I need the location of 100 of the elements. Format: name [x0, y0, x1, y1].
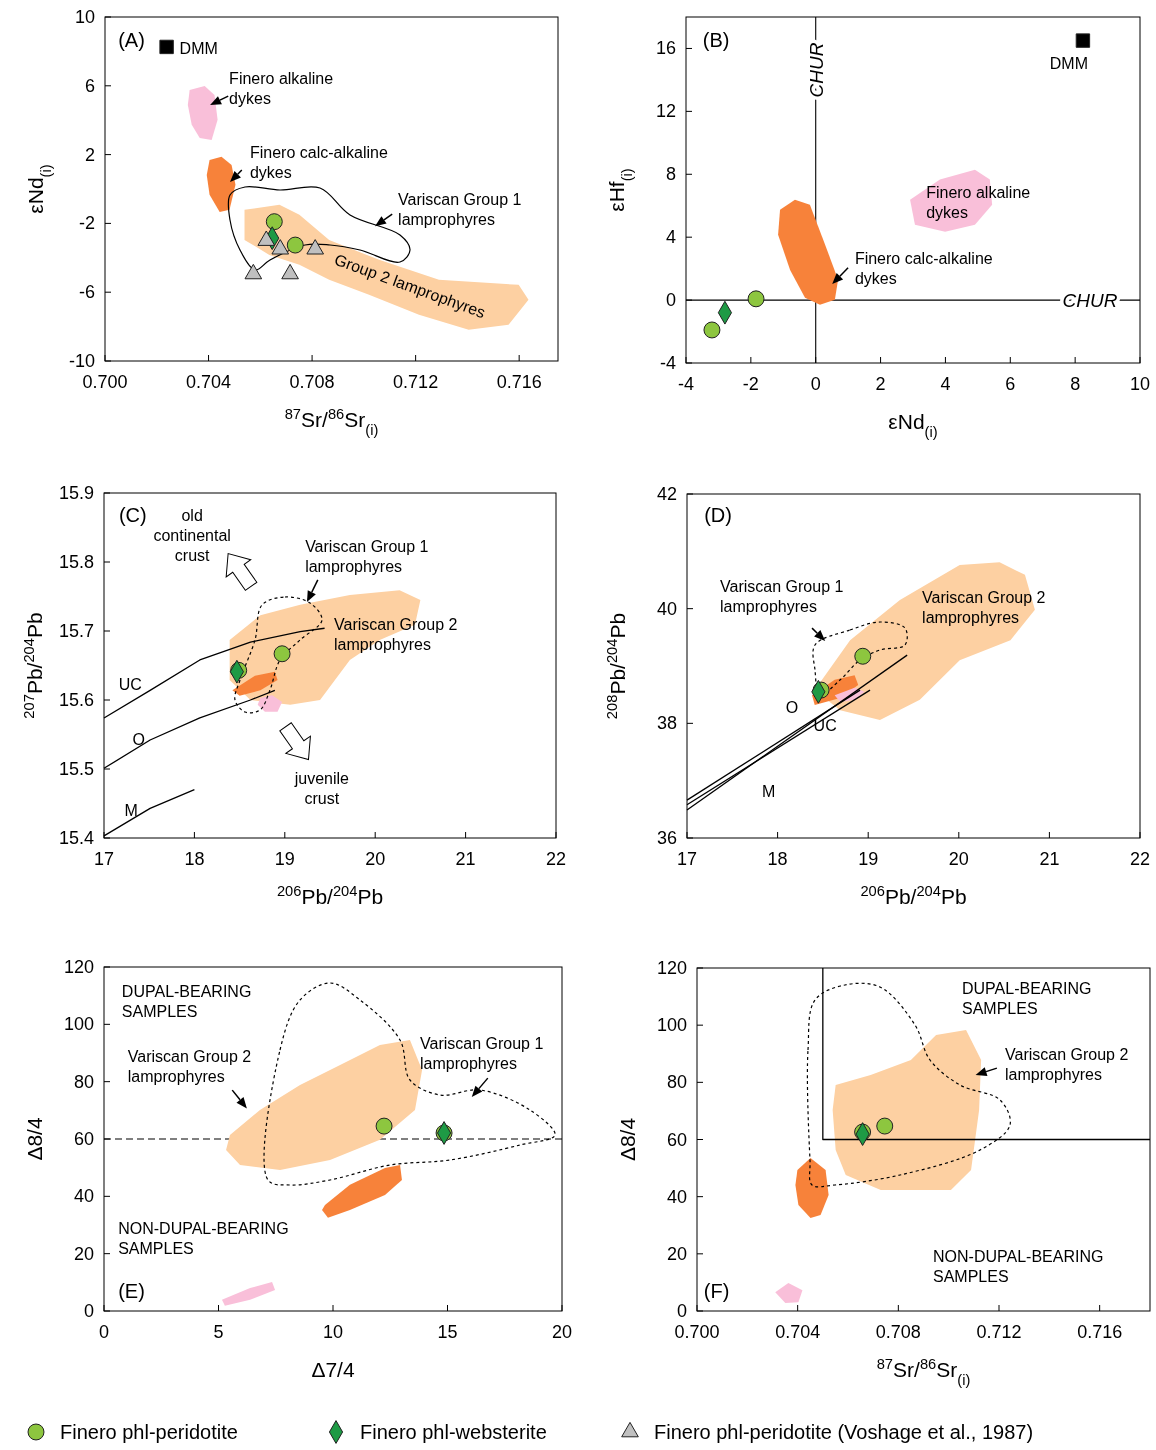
series-label: M — [761, 782, 776, 800]
x-tick-label: 19 — [858, 849, 879, 869]
x-tick-label: 0.700 — [82, 372, 128, 392]
y-tick-label: 2 — [84, 144, 95, 165]
x-tick-label: 21 — [1039, 849, 1060, 869]
x-tick-label: 0.704 — [775, 1322, 821, 1342]
annotation: old continental crust — [153, 506, 231, 564]
y-tick-label: 60 — [73, 1129, 94, 1149]
x-tick-label: 18 — [767, 849, 788, 869]
annotation: DUPAL-BEARING SAMPLES — [121, 982, 252, 1020]
y-tick-label: 40 — [73, 1186, 94, 1207]
x-axis-title: $^{206}$Pb/$^{204}$Pb — [860, 883, 967, 908]
y-tick-label: 15.6 — [58, 690, 94, 710]
y-tick-label: 10 — [74, 7, 95, 27]
text: (F) — [703, 1279, 730, 1302]
annotation: Finero calc-alkaline dykes — [249, 144, 388, 182]
x-tick-label: 20 — [948, 849, 969, 869]
annotation: Variscan Group 2 lamprophyres — [127, 1047, 252, 1085]
annotation: NON-DUPAL-BEARING SAMPLES — [118, 1219, 289, 1257]
x-axis-title: Δ7/4 — [311, 1358, 355, 1381]
x-tick-label: 20 — [551, 1322, 573, 1342]
y-axis-title: Δ8/4 — [616, 1117, 639, 1162]
x-tick-label: 19 — [274, 849, 295, 869]
annotation: Variscan Group 1 lamprophyres — [398, 191, 522, 229]
x-tick-label: 0.704 — [186, 372, 232, 392]
x-axis-title: $^{87}$Sr/$^{86}$Sr$_{(i)}$ — [284, 406, 379, 438]
x-tick-label: -2 — [742, 374, 759, 394]
x-tick-label: 17 — [93, 849, 115, 869]
y-tick-label: 15.4 — [58, 828, 94, 848]
y-tick-label: 20 — [73, 1243, 94, 1264]
x-axis-title: $^{87}$Sr/$^{86}$Sr$_{(i)}$ — [876, 1356, 971, 1388]
y-tick-label: -2 — [78, 213, 95, 234]
annotation: DMM — [1049, 54, 1089, 72]
annotation: Finero alkaline dykes — [926, 183, 1031, 221]
x-tick-label: 10 — [322, 1322, 344, 1342]
series-label: M — [124, 801, 138, 819]
text: (E) — [118, 1279, 145, 1302]
x-tick-label: 0.716 — [496, 372, 542, 392]
x-tick-label: 15 — [437, 1322, 458, 1342]
y-tick-label: 60 — [666, 1129, 687, 1150]
y-tick-label: 15.9 — [58, 483, 94, 503]
y-tick-label: 0 — [665, 290, 676, 311]
y-tick-label: 42 — [656, 484, 677, 504]
x-tick-label: 2 — [875, 374, 886, 394]
y-tick-label: 0 — [676, 1301, 687, 1321]
y-tick-label: 120 — [63, 957, 94, 977]
x-tick-label: 20 — [365, 849, 386, 869]
legend-label: Finero phl-peridotite (Voshage et al., 1987) — [654, 1421, 1034, 1443]
y-tick-label: -6 — [78, 282, 95, 303]
y-tick-label: 8 — [665, 164, 676, 185]
legend-label: Finero phl-websterite — [360, 1421, 547, 1443]
series-label: UC — [118, 675, 142, 693]
x-tick-label: 0.708 — [289, 372, 335, 392]
y-tick-label: 40 — [656, 598, 677, 619]
ref-line-label: CHUR — [805, 42, 827, 98]
y-tick-label: 0 — [83, 1301, 94, 1321]
y-tick-label: 100 — [63, 1014, 94, 1035]
text: (C) — [118, 503, 147, 526]
x-tick-label: 0.716 — [1077, 1322, 1123, 1342]
annotation: DMM — [179, 39, 218, 57]
x-tick-label: 0 — [98, 1322, 110, 1342]
series-label: O — [132, 731, 146, 749]
annotation: Variscan Group 1 lamprophyres — [720, 578, 844, 616]
y-tick-label: 6 — [84, 75, 95, 96]
annotation: Finero alkaline dykes — [229, 70, 334, 108]
y-tick-label: 16 — [655, 38, 676, 59]
annotation: DUPAL-BEARING SAMPLES — [962, 980, 1092, 1018]
text: (B) — [702, 29, 730, 52]
text: (A) — [118, 28, 145, 51]
y-tick-label: 38 — [656, 713, 677, 734]
x-tick-label: 5 — [213, 1322, 224, 1342]
annotation: Finero calc-alkaline dykes — [854, 250, 993, 288]
x-axis-title: $^{206}$Pb/$^{204}$Pb — [276, 883, 384, 908]
y-tick-label: 15.7 — [58, 621, 94, 641]
y-tick-label: 15.5 — [58, 759, 94, 779]
y-tick-label: 80 — [73, 1071, 94, 1092]
x-tick-label: 21 — [455, 849, 476, 869]
y-axis-title: Δ8/4 — [23, 1117, 46, 1161]
annotation: Variscan Group 2 lamprophyres — [334, 615, 458, 653]
x-tick-label: 18 — [184, 849, 205, 869]
x-tick-label: 0.700 — [674, 1322, 720, 1342]
x-tick-label: 8 — [1070, 374, 1081, 394]
legend-label: Finero phl-peridotite — [60, 1421, 238, 1443]
x-tick-label: 10 — [1129, 374, 1151, 394]
y-tick-label: 80 — [666, 1072, 687, 1093]
annotation: NON-DUPAL-BEARING SAMPLES — [933, 1247, 1104, 1285]
x-tick-label: 0.708 — [875, 1322, 921, 1342]
y-tick-label: 36 — [656, 828, 677, 848]
x-tick-label: 17 — [676, 849, 698, 869]
annotation: Variscan Group 2 lamprophyres — [1005, 1045, 1129, 1083]
series-label: O — [785, 699, 799, 717]
annotation: juvenile crust — [293, 769, 350, 807]
annotation: Variscan Group 1 lamprophyres — [420, 1034, 544, 1072]
series-label: UC — [813, 717, 837, 735]
x-tick-label: 6 — [1005, 374, 1016, 394]
x-tick-label: 22 — [1129, 849, 1151, 869]
text: (D) — [704, 503, 732, 526]
y-tick-label: 40 — [666, 1186, 687, 1207]
y-tick-label: 120 — [656, 958, 687, 978]
y-tick-label: -10 — [68, 351, 95, 371]
